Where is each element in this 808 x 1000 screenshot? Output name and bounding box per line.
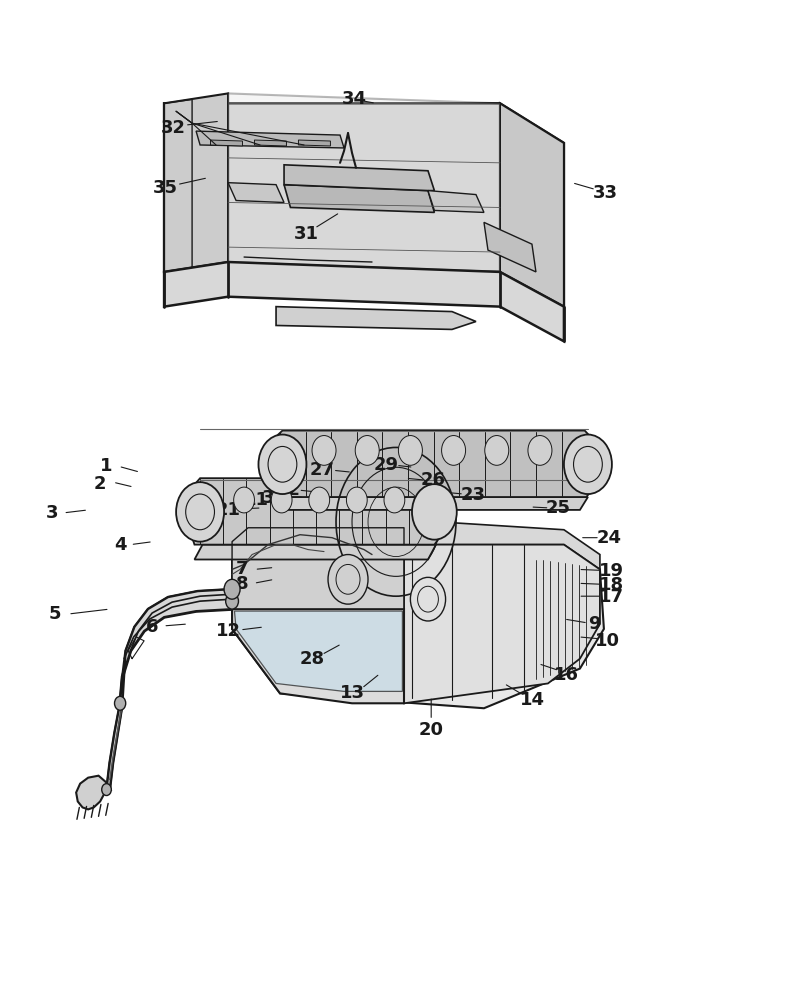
Polygon shape [276, 307, 476, 329]
Polygon shape [120, 589, 232, 703]
Text: 17: 17 [600, 588, 625, 606]
Text: 9: 9 [588, 615, 600, 633]
Polygon shape [232, 609, 404, 703]
Text: 28: 28 [300, 650, 325, 668]
Circle shape [224, 579, 240, 599]
Polygon shape [232, 510, 600, 569]
Text: 31: 31 [294, 225, 319, 243]
Polygon shape [284, 185, 435, 212]
Text: 24: 24 [596, 529, 621, 547]
Circle shape [259, 435, 306, 494]
Circle shape [356, 436, 379, 465]
Text: 25: 25 [546, 499, 570, 517]
Circle shape [528, 436, 552, 465]
Polygon shape [228, 93, 500, 272]
Text: 35: 35 [154, 179, 179, 197]
Circle shape [176, 482, 224, 542]
Circle shape [398, 436, 423, 465]
Text: 19: 19 [600, 562, 625, 580]
Circle shape [384, 487, 405, 513]
Text: 2: 2 [94, 475, 107, 493]
Text: 22: 22 [276, 481, 301, 499]
Text: 26: 26 [421, 471, 446, 489]
Circle shape [485, 436, 509, 465]
Circle shape [312, 436, 336, 465]
Polygon shape [76, 776, 111, 809]
Circle shape [102, 784, 112, 796]
Text: 32: 32 [162, 119, 186, 137]
Text: 29: 29 [374, 456, 399, 474]
Polygon shape [234, 611, 402, 691]
Circle shape [225, 593, 238, 609]
Circle shape [564, 435, 612, 494]
Circle shape [347, 487, 367, 513]
Circle shape [271, 487, 292, 513]
Text: 18: 18 [600, 576, 625, 594]
Text: 20: 20 [419, 721, 444, 739]
Polygon shape [187, 478, 448, 545]
Text: 3: 3 [46, 504, 58, 522]
Polygon shape [232, 545, 404, 609]
Polygon shape [267, 431, 601, 497]
Circle shape [328, 555, 368, 604]
Text: 8: 8 [236, 575, 249, 593]
Text: 5: 5 [49, 605, 61, 623]
Polygon shape [404, 545, 600, 703]
Polygon shape [164, 262, 564, 341]
Text: 13: 13 [339, 684, 364, 702]
Polygon shape [232, 545, 604, 708]
Text: 4: 4 [114, 536, 126, 554]
Polygon shape [107, 703, 123, 790]
Polygon shape [298, 140, 330, 146]
Text: 33: 33 [593, 184, 618, 202]
Text: 23: 23 [461, 486, 486, 504]
Circle shape [410, 577, 445, 621]
Text: 6: 6 [146, 618, 158, 636]
Text: 21: 21 [216, 501, 241, 519]
Circle shape [234, 487, 255, 513]
Polygon shape [255, 140, 287, 146]
Text: 12: 12 [216, 622, 241, 640]
Polygon shape [276, 497, 588, 510]
Polygon shape [484, 222, 536, 272]
Text: 14: 14 [520, 691, 545, 709]
Text: 16: 16 [553, 666, 579, 684]
Text: 27: 27 [310, 461, 335, 479]
Text: 11: 11 [244, 491, 269, 509]
Text: 34: 34 [342, 90, 367, 108]
Circle shape [309, 487, 330, 513]
Polygon shape [228, 183, 284, 202]
Polygon shape [164, 93, 228, 272]
Circle shape [442, 436, 465, 465]
Polygon shape [195, 545, 436, 560]
Circle shape [412, 484, 457, 540]
Polygon shape [164, 103, 564, 307]
Circle shape [115, 696, 126, 710]
Text: 1: 1 [99, 457, 112, 475]
Text: 30: 30 [262, 489, 287, 507]
Polygon shape [210, 140, 242, 146]
Text: 10: 10 [595, 632, 621, 650]
Polygon shape [284, 165, 435, 191]
Polygon shape [196, 131, 344, 148]
Text: 7: 7 [236, 560, 249, 578]
Polygon shape [500, 103, 564, 307]
Polygon shape [428, 191, 484, 212]
